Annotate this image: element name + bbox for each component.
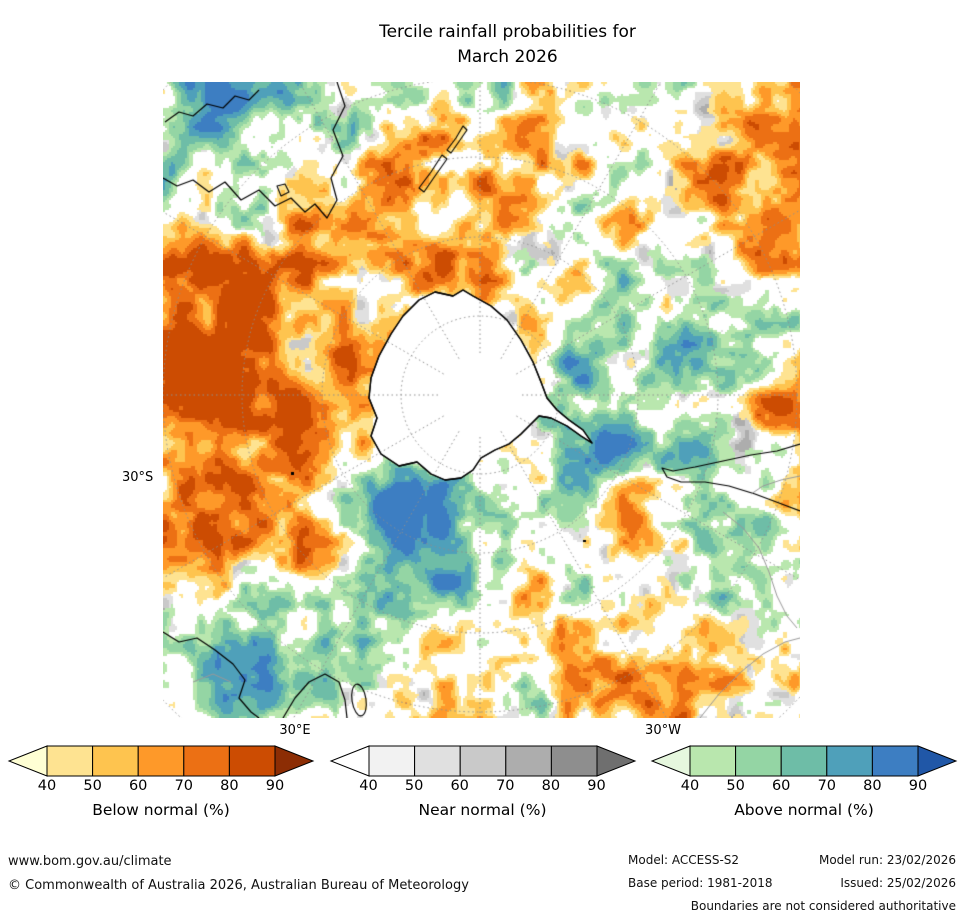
tick-label: 70 (496, 778, 515, 794)
tick-label: 40 (680, 778, 700, 794)
footer-disclaimer: Boundaries are not considered authoritat… (690, 899, 956, 913)
footer-base-period: Base period: 1981-2018 (628, 876, 773, 890)
legend-title-above: Above normal (%) (734, 801, 874, 819)
tick-label: 60 (771, 778, 791, 794)
longitude-label-30e: 30°E (279, 723, 311, 738)
colorbar-above-normal (650, 744, 958, 778)
tick-label: 60 (128, 778, 148, 794)
colorbar-legends: 40 50 60 70 80 90 Below normal (%) 40 50… (0, 744, 965, 819)
tick-label: 50 (83, 778, 102, 794)
footer-issued: Issued: 25/02/2026 (840, 876, 956, 890)
colorbar-near-normal (329, 744, 637, 778)
tick-label: 70 (817, 778, 837, 794)
colorbar-below-normal (7, 744, 315, 778)
figure-title: Tercile rainfall probabilities for March… (25, 20, 965, 69)
footer-base-row: Base period: 1981-2018 Issued: 25/02/202… (628, 872, 956, 895)
footer-copyright: © Commonwealth of Australia 2026, Austra… (8, 877, 469, 893)
tick-label: 80 (541, 778, 561, 794)
tick-label: 50 (726, 778, 745, 794)
tick-label: 60 (450, 778, 469, 794)
footer-url: www.bom.gov.au/climate (8, 854, 172, 869)
tick-label: 40 (37, 778, 57, 794)
tick-label: 90 (908, 778, 928, 794)
tick-label: 90 (265, 778, 285, 794)
latitude-label-30s: 30°S (122, 470, 154, 485)
tick-label: 90 (587, 778, 606, 794)
footer-model: Model: ACCESS-S2 (628, 853, 740, 867)
tick-label: 80 (220, 778, 239, 794)
rainfall-probability-map (163, 82, 800, 718)
tick-label: 40 (359, 778, 378, 794)
legend-below-normal: 40 50 60 70 80 90 Below normal (%) (7, 744, 315, 819)
footer-right: Model: ACCESS-S2 Model run: 23/02/2026 B… (628, 849, 956, 918)
tick-label: 80 (863, 778, 882, 794)
legend-ticks-below: 40 50 60 70 80 90 (7, 778, 315, 799)
longitude-label-30w: 30°W (645, 723, 681, 738)
title-line-1: Tercile rainfall probabilities for (379, 22, 636, 42)
legend-title-near: Near normal (%) (418, 801, 547, 819)
legend-near-normal: 40 50 60 70 80 90 Near normal (%) (329, 744, 637, 819)
title-line-2: March 2026 (457, 46, 558, 67)
footer-model-run: Model run: 23/02/2026 (818, 853, 956, 867)
footer-disclaimer-row: Boundaries are not considered authoritat… (628, 895, 956, 918)
footer-model-row: Model: ACCESS-S2 Model run: 23/02/2026 (628, 849, 956, 872)
tick-label: 50 (404, 778, 424, 794)
footer: www.bom.gov.au/climate © Commonwealth of… (0, 849, 965, 919)
tick-label: 70 (174, 778, 194, 794)
legend-above-normal: 40 50 60 70 80 90 Above normal (%) (650, 744, 958, 819)
legend-title-below: Below normal (%) (92, 801, 230, 819)
legend-ticks-near: 40 50 60 70 80 90 (329, 778, 637, 799)
legend-ticks-above: 40 50 60 70 80 90 (650, 778, 958, 799)
map-region: 30°S 30°E 30°W (122, 82, 800, 738)
footer-left: www.bom.gov.au/climate © Commonwealth of… (8, 850, 469, 897)
